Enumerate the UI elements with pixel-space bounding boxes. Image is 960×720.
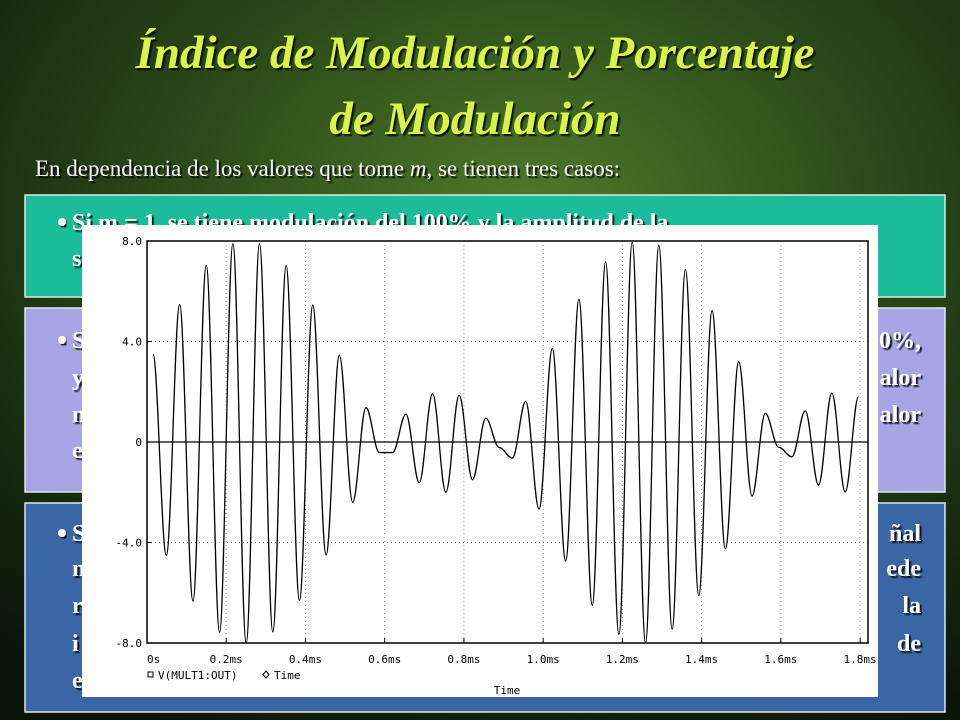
x-tick-label: 1.4ms: [685, 653, 718, 666]
x-tick-label: 0.4ms: [289, 653, 322, 666]
legend-marker: [147, 671, 154, 678]
y-tick-label: 4.0: [122, 336, 142, 349]
box-text: r: [72, 593, 83, 619]
chart-panel: [82, 225, 878, 697]
box-text: ede: [886, 556, 921, 582]
box-text: 0%,: [879, 328, 921, 354]
y-tick-label: -4.0: [116, 537, 143, 550]
box-text: e: [72, 438, 83, 464]
legend-label: V(MULT1:OUT): [158, 669, 237, 682]
box-text: de: [897, 631, 921, 657]
x-tick-label: 1.8ms: [844, 653, 877, 666]
legend-label: Time: [274, 669, 301, 682]
y-tick-label: 8.0: [122, 235, 142, 248]
chart: 8.0 4.0 0 -4.0 -8.0 0s 0.2ms 0.4ms 0.6ms 0.8ms 1.0…: [82, 225, 878, 697]
box-text: s: [72, 246, 81, 272]
box-text: ñal: [889, 521, 921, 547]
intro-part: m: [410, 156, 427, 181]
box-text: alor: [880, 365, 922, 391]
y-tick-label: 0: [135, 436, 142, 449]
box-text: i: [72, 631, 79, 657]
plot-frame: [146, 240, 869, 644]
waveform: [152, 241, 860, 644]
bullet: [58, 218, 66, 226]
bullet: [58, 529, 66, 537]
box-text: alor: [880, 402, 922, 428]
bullet: [58, 336, 66, 344]
x-tick-label: 0s: [147, 653, 160, 666]
intro-part: En dependencia de los valores que tome: [35, 156, 410, 181]
box-text: e: [72, 668, 83, 694]
x-tick-label: 0.8ms: [447, 653, 480, 666]
intro-text: En dependencia de los valores que tome m…: [35, 156, 620, 181]
x-axis-label: Time: [494, 684, 521, 697]
y-tick-label: -8.0: [116, 637, 143, 650]
slide-title: de Modulación: [329, 93, 620, 145]
x-tick-label: 1.0ms: [527, 653, 560, 666]
intro-part: , se tienen tres casos:: [427, 156, 621, 181]
box-text: y: [72, 365, 84, 391]
x-tick-label: 0.6ms: [368, 653, 401, 666]
x-tick-label: 0.2ms: [210, 653, 243, 666]
box-text: la: [902, 593, 921, 619]
x-tick-label: 1.2ms: [606, 653, 639, 666]
slide-title: Índice de Modulación y Porcentaje: [135, 27, 815, 79]
legend-marker: [262, 670, 270, 679]
x-tick-label: 1.6ms: [764, 653, 797, 666]
